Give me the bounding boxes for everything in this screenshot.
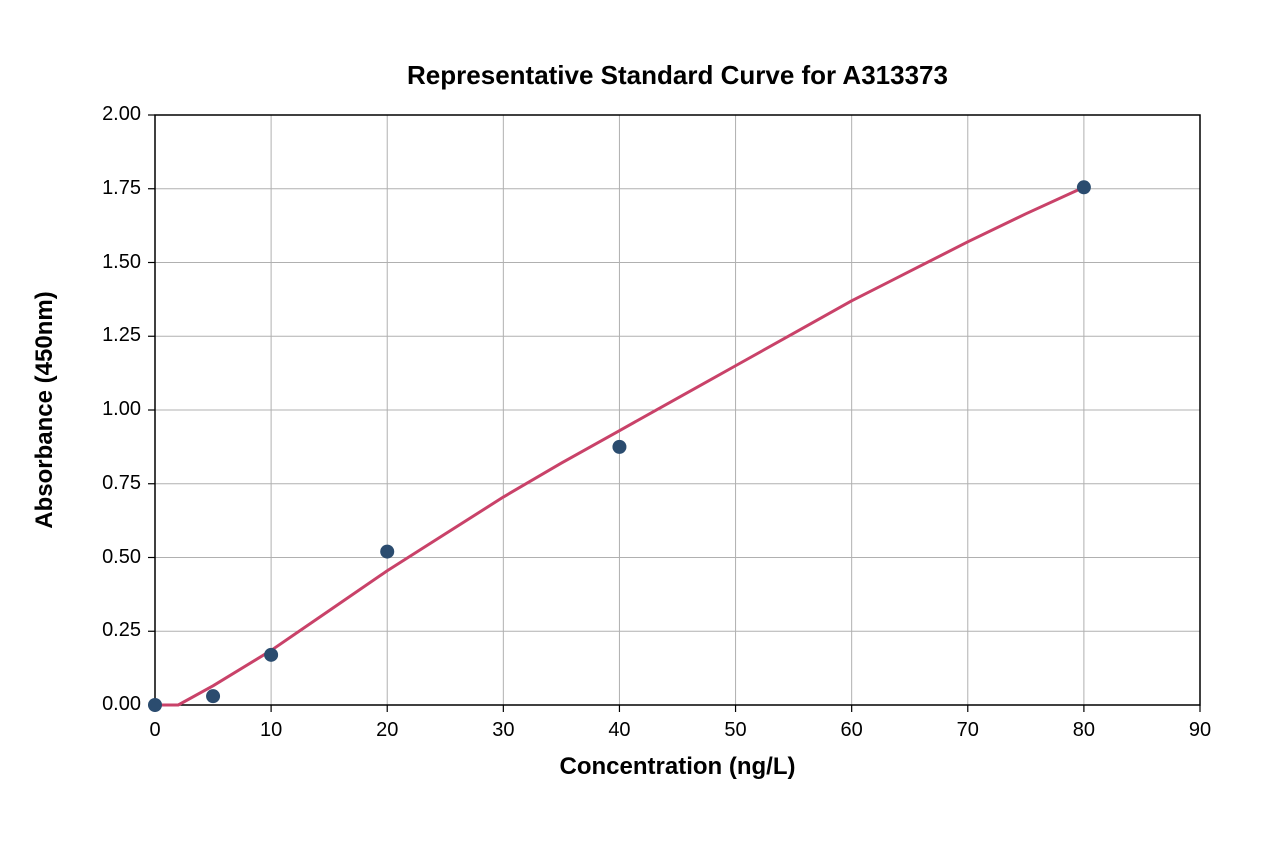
y-tick-label: 2.00	[102, 103, 141, 126]
y-tick-label: 0.50	[102, 546, 141, 569]
x-tick-label: 80	[1059, 719, 1109, 742]
y-tick-label: 1.75	[102, 177, 141, 200]
x-tick-label: 40	[594, 719, 644, 742]
y-tick-label: 1.50	[102, 251, 141, 274]
x-tick-label: 70	[943, 719, 993, 742]
chart-title: Representative Standard Curve for A31337…	[155, 60, 1200, 91]
x-tick-label: 10	[246, 719, 296, 742]
y-tick-label: 0.25	[102, 619, 141, 642]
x-tick-label: 30	[478, 719, 528, 742]
y-tick-label: 0.00	[102, 693, 141, 716]
y-axis-label: Absorbance (450nm)	[31, 115, 59, 705]
x-axis-label: Concentration (ng/L)	[155, 753, 1200, 781]
x-tick-label: 20	[362, 719, 412, 742]
x-tick-label: 60	[827, 719, 877, 742]
y-tick-label: 0.75	[102, 472, 141, 495]
chart-container: Representative Standard Curve for A31337…	[0, 0, 1280, 845]
x-tick-label: 90	[1175, 719, 1225, 742]
y-tick-label: 1.00	[102, 398, 141, 421]
y-tick-label: 1.25	[102, 324, 141, 347]
x-tick-label: 0	[130, 719, 180, 742]
x-tick-label: 50	[711, 719, 761, 742]
